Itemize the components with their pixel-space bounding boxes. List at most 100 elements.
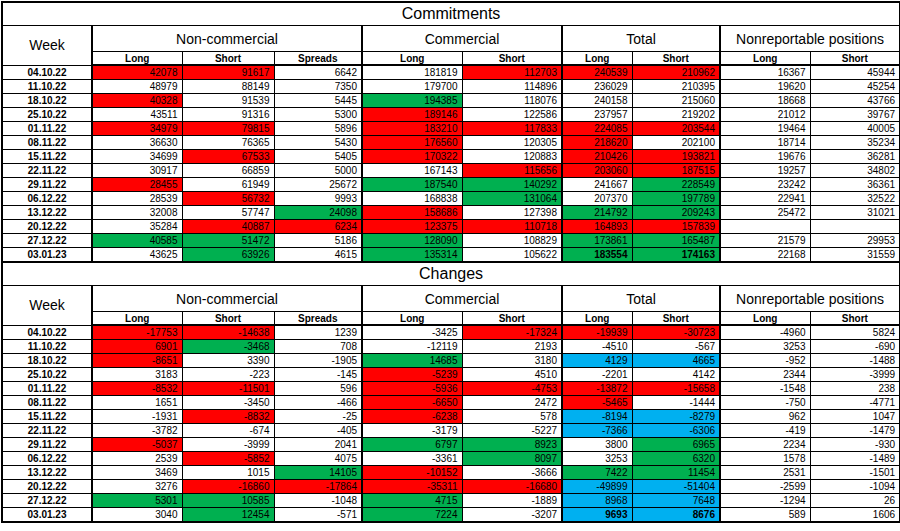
value-cell: 228549 <box>632 178 720 192</box>
value-cell: 174163 <box>632 248 720 263</box>
value-cell: 202100 <box>632 136 720 150</box>
value-cell: 39767 <box>810 108 900 122</box>
week-cell: 08.11.22 <box>2 136 92 150</box>
value-cell: 48979 <box>92 80 182 94</box>
col-header-short: Short <box>182 52 274 66</box>
value-cell: -35311 <box>362 480 462 494</box>
value-cell: -8194 <box>562 410 632 424</box>
value-cell: 88149 <box>182 80 274 94</box>
value-cell: -3666 <box>462 466 562 480</box>
table-row: 20.12.2235284408876234123375110718164893… <box>2 220 900 234</box>
value-cell: -4753 <box>462 382 562 396</box>
table-row: 06.12.2228539567329993168838131064207370… <box>2 192 900 206</box>
cot-report: Commitments Week Non-commercial Commerci… <box>1 1 899 523</box>
value-cell: -8832 <box>182 410 274 424</box>
col-header-long: Long <box>92 312 182 326</box>
value-cell: -223 <box>182 368 274 382</box>
value-cell <box>810 220 900 234</box>
group-header-total: Total <box>562 286 720 312</box>
table-title: Changes <box>2 262 900 286</box>
value-cell: 56732 <box>182 192 274 206</box>
value-cell: -3999 <box>182 438 274 452</box>
col-header-spreads: Spreads <box>274 52 362 66</box>
value-cell: 8097 <box>462 452 562 466</box>
value-cell: -49899 <box>562 480 632 494</box>
value-cell: 173861 <box>562 234 632 248</box>
value-cell: -11501 <box>182 382 274 396</box>
value-cell: 2472 <box>462 396 562 410</box>
value-cell: -30723 <box>632 325 720 340</box>
week-cell: 18.10.22 <box>2 354 92 368</box>
value-cell: 3253 <box>562 452 632 466</box>
table-title-row: Changes <box>2 262 900 286</box>
value-cell: 224085 <box>562 122 632 136</box>
week-cell: 29.11.22 <box>2 438 92 452</box>
value-cell: 3180 <box>462 354 562 368</box>
value-cell: 3183 <box>92 368 182 382</box>
value-cell: 36630 <box>92 136 182 150</box>
value-cell: 91316 <box>182 108 274 122</box>
value-cell: 1578 <box>720 452 810 466</box>
value-cell: 237957 <box>562 108 632 122</box>
value-cell: -5852 <box>182 452 274 466</box>
value-cell: 1239 <box>274 325 362 340</box>
value-cell: 3800 <box>562 438 632 452</box>
value-cell: -13872 <box>562 382 632 396</box>
value-cell: 5000 <box>274 164 362 178</box>
value-cell: 168838 <box>362 192 462 206</box>
value-cell: 8676 <box>632 508 720 523</box>
value-cell: 12454 <box>182 508 274 523</box>
value-cell: 140292 <box>462 178 562 192</box>
value-cell: 10585 <box>182 494 274 508</box>
week-cell: 22.11.22 <box>2 164 92 178</box>
table-row: 01.11.2234979798155896183210117833224085… <box>2 122 900 136</box>
value-cell: 108829 <box>462 234 562 248</box>
table-row: 20.12.223276-16860-17864-35311-16680-498… <box>2 480 900 494</box>
col-header-spreads: Spreads <box>274 312 362 326</box>
value-cell: 128090 <box>362 234 462 248</box>
value-cell: 5445 <box>274 94 362 108</box>
value-cell: 1047 <box>810 410 900 424</box>
col-header-short: Short <box>462 312 562 326</box>
value-cell: -25 <box>274 410 362 424</box>
value-cell: 29953 <box>810 234 900 248</box>
value-cell: 16367 <box>720 65 810 80</box>
value-cell: 5186 <box>274 234 362 248</box>
value-cell: 35284 <box>92 220 182 234</box>
value-cell: -952 <box>720 354 810 368</box>
col-header-short: Short <box>632 52 720 66</box>
table-row: 03.01.23304012454-5717224-32079693867658… <box>2 508 900 523</box>
value-cell: 14685 <box>362 354 462 368</box>
value-cell: 5301 <box>92 494 182 508</box>
value-cell: 42078 <box>92 65 182 80</box>
value-cell: 3390 <box>182 354 274 368</box>
value-cell: 43511 <box>92 108 182 122</box>
value-cell: 31021 <box>810 206 900 220</box>
value-cell: 7422 <box>562 466 632 480</box>
col-header-short: Short <box>462 52 562 66</box>
table-row: 27.12.22530110585-10484715-188989687648-… <box>2 494 900 508</box>
value-cell: 158686 <box>362 206 462 220</box>
value-cell: -690 <box>810 340 900 354</box>
value-cell: 57747 <box>182 206 274 220</box>
col-header-short: Short <box>810 52 900 66</box>
table-row: 22.11.2230917668595000167143115656203060… <box>2 164 900 178</box>
value-cell: -5037 <box>92 438 182 452</box>
week-cell: 15.11.22 <box>2 150 92 164</box>
table-row: 27.12.2240585514725186128090108829173861… <box>2 234 900 248</box>
value-cell: 24098 <box>274 206 362 220</box>
value-cell: 214792 <box>562 206 632 220</box>
value-cell: 43766 <box>810 94 900 108</box>
value-cell: -3207 <box>462 508 562 523</box>
table-row: 13.12.223469101514105-10152-366674221145… <box>2 466 900 480</box>
value-cell: 9693 <box>562 508 632 523</box>
value-cell: 218620 <box>562 136 632 150</box>
week-cell: 06.12.22 <box>2 192 92 206</box>
table-row: 15.11.22-1931-8832-25-6238578-8194-82799… <box>2 410 900 424</box>
value-cell: 4665 <box>632 354 720 368</box>
col-header-short: Short <box>810 312 900 326</box>
value-cell: 236029 <box>562 80 632 94</box>
value-cell: -1889 <box>462 494 562 508</box>
value-cell: -3179 <box>362 424 462 438</box>
value-cell: -1489 <box>810 452 900 466</box>
